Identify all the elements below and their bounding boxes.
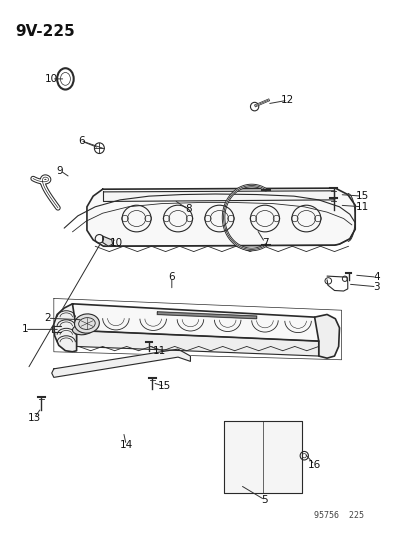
Text: 95756  225: 95756 225 bbox=[314, 511, 363, 520]
Text: 15: 15 bbox=[158, 382, 171, 391]
Ellipse shape bbox=[74, 314, 99, 333]
Polygon shape bbox=[76, 330, 318, 356]
Text: 2: 2 bbox=[44, 313, 51, 323]
Text: 10: 10 bbox=[109, 238, 122, 247]
Text: 16: 16 bbox=[307, 460, 320, 470]
Text: 8: 8 bbox=[185, 205, 191, 214]
Polygon shape bbox=[102, 236, 112, 246]
Polygon shape bbox=[103, 191, 334, 201]
Polygon shape bbox=[223, 421, 301, 493]
Text: 14: 14 bbox=[119, 440, 133, 450]
Text: 11: 11 bbox=[152, 346, 166, 356]
Text: 4: 4 bbox=[373, 272, 379, 282]
Text: 3: 3 bbox=[373, 282, 379, 292]
Text: 1: 1 bbox=[21, 325, 28, 334]
Text: 13: 13 bbox=[27, 414, 40, 423]
Text: 9V-225: 9V-225 bbox=[16, 24, 75, 39]
Polygon shape bbox=[54, 304, 76, 352]
Text: 12: 12 bbox=[280, 95, 294, 105]
Text: 5: 5 bbox=[261, 495, 268, 505]
Text: 6: 6 bbox=[78, 136, 85, 146]
Text: 10: 10 bbox=[45, 74, 58, 84]
Polygon shape bbox=[72, 304, 318, 341]
Polygon shape bbox=[157, 312, 256, 319]
Text: 7: 7 bbox=[261, 238, 268, 247]
Text: 6: 6 bbox=[168, 272, 175, 282]
Text: 15: 15 bbox=[355, 191, 368, 201]
Polygon shape bbox=[314, 314, 339, 358]
Ellipse shape bbox=[72, 324, 93, 335]
Text: 11: 11 bbox=[355, 202, 368, 212]
Polygon shape bbox=[87, 188, 354, 246]
Polygon shape bbox=[52, 349, 190, 377]
Text: 9: 9 bbox=[57, 166, 63, 175]
